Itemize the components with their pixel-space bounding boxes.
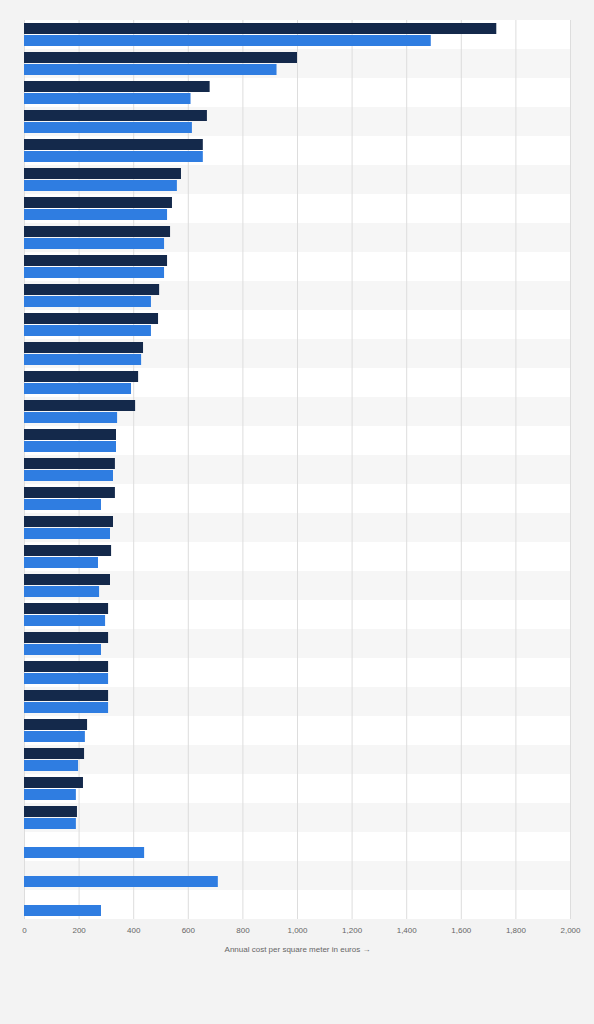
svg-text:1,200: 1,200 bbox=[342, 926, 363, 935]
svg-text:2,000: 2,000 bbox=[560, 926, 581, 935]
svg-text:1,800: 1,800 bbox=[506, 926, 527, 935]
svg-text:600: 600 bbox=[182, 926, 196, 935]
svg-text:1,000: 1,000 bbox=[287, 926, 308, 935]
svg-text:400: 400 bbox=[127, 926, 141, 935]
svg-text:1,600: 1,600 bbox=[451, 926, 472, 935]
svg-text:800: 800 bbox=[236, 926, 250, 935]
svg-text:1,400: 1,400 bbox=[397, 926, 418, 935]
svg-text:0: 0 bbox=[22, 926, 27, 935]
svg-text:Annual cost per square meter i: Annual cost per square meter in euros → bbox=[225, 945, 371, 954]
svg-text:200: 200 bbox=[72, 926, 86, 935]
